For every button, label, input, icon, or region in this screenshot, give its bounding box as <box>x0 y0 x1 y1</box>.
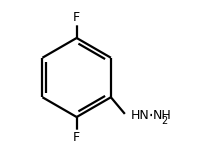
Text: HN: HN <box>131 109 150 122</box>
Text: F: F <box>73 11 80 24</box>
Text: 2: 2 <box>161 116 167 126</box>
Text: F: F <box>73 131 80 144</box>
Text: NH: NH <box>153 109 171 122</box>
